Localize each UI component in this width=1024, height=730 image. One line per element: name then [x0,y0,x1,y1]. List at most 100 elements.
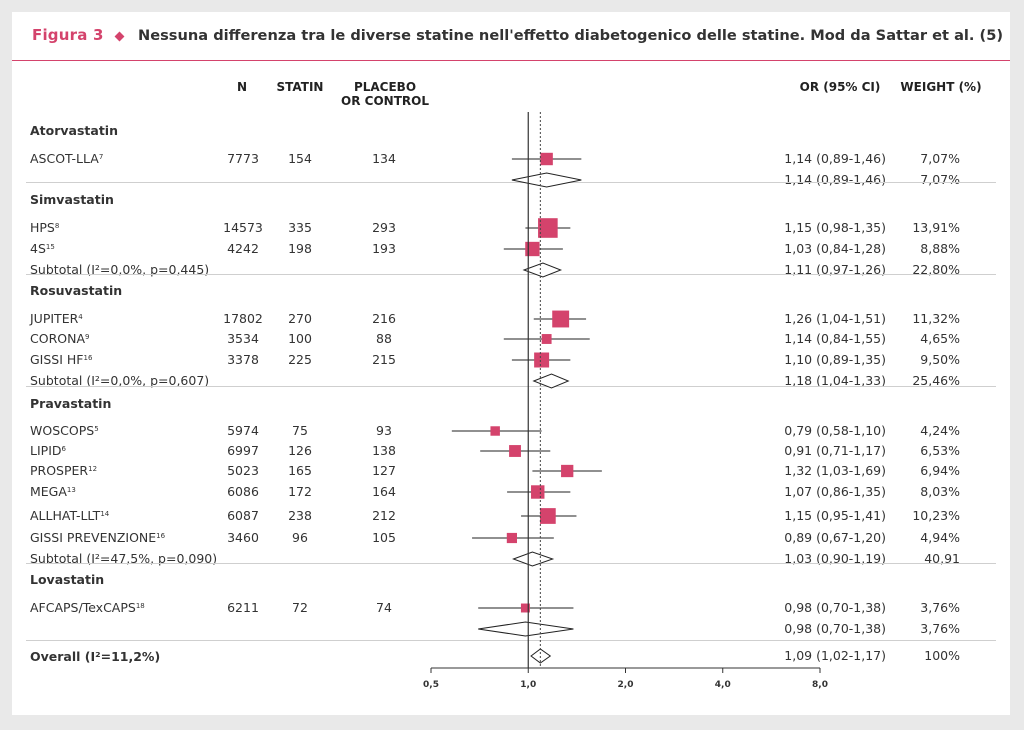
cell-weight: 8,03% [920,484,960,499]
study-name: WOSCOPS5 [30,424,99,438]
study-square [561,464,574,478]
study-reference: 4 [78,313,83,321]
study-name-text: GISSI PREVENZIONE [30,530,157,545]
study-name-text: MEGA [30,484,67,499]
cell-statin: 154 [288,151,312,166]
figure-header: Figura 3 Nessuna differenza tra le diver… [12,12,1010,61]
overall-label: Overall (I²=11,2%) [30,649,161,664]
group-header: Atorvastatin [30,123,118,138]
cell-n: 6997 [227,443,259,458]
cell-statin: 335 [288,220,312,235]
cell-placebo: 293 [372,220,396,235]
subtotal-or: 1,18 (1,04-1,33) [784,373,886,388]
cell-or: 0,79 (0,58-1,10) [784,423,886,438]
cell-or: 1,14 (0,89-1,46) [784,151,886,166]
study-name: JUPITER4 [30,312,83,326]
study-square [506,532,517,544]
overall-or: 1,09 (1,02-1,17) [784,648,886,663]
x-tick-label: 4,0 [715,680,731,690]
cell-or: 1,07 (0,86-1,35) [784,484,886,499]
cell-statin: 225 [288,352,312,367]
group-header: Simvastatin [30,192,114,207]
study-square [552,310,570,328]
group-separator [26,386,996,387]
subtotal-weight: 25,46% [912,373,960,388]
study-square [490,426,500,436]
subtotal-label: Subtotal (I²=0,0%, p=0,445) [30,262,210,277]
subtotal-diamond [512,551,555,567]
subtotal-weight: 40,91 [924,551,960,566]
subtotal-diamond [478,621,574,637]
study-name: LIPID6 [30,444,66,458]
subtotal-diamond [511,172,582,188]
subtotal-label: Subtotal (I²=47,5%, p=0,090) [30,551,218,566]
cell-weight: 4,24% [920,423,960,438]
figure-frame: Figura 3 Nessuna differenza tra le diver… [12,12,1010,715]
figure-title: Nessuna differenza tra le diverse statin… [138,27,1004,44]
cell-statin: 238 [288,508,312,523]
cell-placebo: 105 [372,530,396,545]
cell-or: 1,15 (0,95-1,41) [784,508,886,523]
study-name-text: ALLHAT-LLT [30,508,101,523]
study-reference: 16 [83,354,93,362]
group-separator [26,182,996,183]
study-reference: 18 [135,602,145,610]
group-separator [26,640,996,641]
col-header-weight: WEIGHT (%) [900,80,982,94]
x-tick-label: 8,0 [812,680,828,690]
study-reference: 15 [45,243,55,251]
study-square [520,603,530,613]
cell-n: 6211 [227,600,259,615]
study-name-text: 4S [30,241,46,256]
subtotal-or: 1,03 (0,90-1,19) [784,551,886,566]
study-name-text: GISSI HF [30,352,84,367]
x-tick-label: 0,5 [423,680,439,690]
col-header-statin: STATIN [276,80,324,94]
group-header: Rosuvastatin [30,283,123,298]
study-name: AFCAPS/TexCAPS18 [30,601,145,615]
cell-n: 4242 [227,241,259,256]
study-reference: 5 [94,425,99,433]
cell-or: 1,03 (0,84-1,28) [784,241,886,256]
study-square [539,508,556,524]
study-reference: 16 [156,532,166,540]
figure-label: Figura 3 [32,26,104,44]
cell-placebo: 88 [376,331,392,346]
study-name: GISSI HF16 [30,353,92,367]
study-name: PROSPER12 [30,464,97,478]
cell-statin: 172 [288,484,312,499]
study-square [534,352,550,368]
study-name: GISSI PREVENZIONE16 [30,531,165,545]
study-name-text: LIPID [30,443,62,458]
cell-or: 0,98 (0,70-1,38) [784,600,886,615]
cell-placebo: 212 [372,508,396,523]
cell-statin: 126 [288,443,312,458]
cell-n: 3460 [227,530,259,545]
study-name-text: PROSPER [30,463,89,478]
cell-statin: 100 [288,331,312,346]
study-name-text: CORONA [30,331,85,346]
study-name-text: WOSCOPS [30,423,95,438]
col-header-placebo-line1: PLACEBO [353,80,417,94]
cell-n: 5023 [227,463,259,478]
study-name: ALLHAT-LLT14 [30,509,109,523]
cell-statin: 198 [288,241,312,256]
x-tick-label: 2,0 [618,680,634,690]
cell-n: 6087 [227,508,259,523]
study-reference: 13 [66,486,76,494]
cell-placebo: 215 [372,352,396,367]
study-name-text: HPS [30,220,55,235]
col-header-placebo: PLACEBO OR CONTROL [341,80,429,108]
study-name: 4S15 [30,242,55,256]
cell-placebo: 134 [372,151,396,166]
study-square [540,152,553,166]
study-reference: 12 [88,465,98,473]
subtotal-label: Subtotal (I²=0,0%, p=0,607) [30,373,210,388]
cell-statin: 72 [292,600,308,615]
col-header-n: N [236,80,248,94]
cell-or: 0,89 (0,67-1,20) [784,530,886,545]
group-header: Lovastatin [30,572,105,587]
cell-or: 0,91 (0,71-1,17) [784,443,886,458]
study-square [538,218,558,238]
subtotal-weight: 7,07% [920,172,960,187]
